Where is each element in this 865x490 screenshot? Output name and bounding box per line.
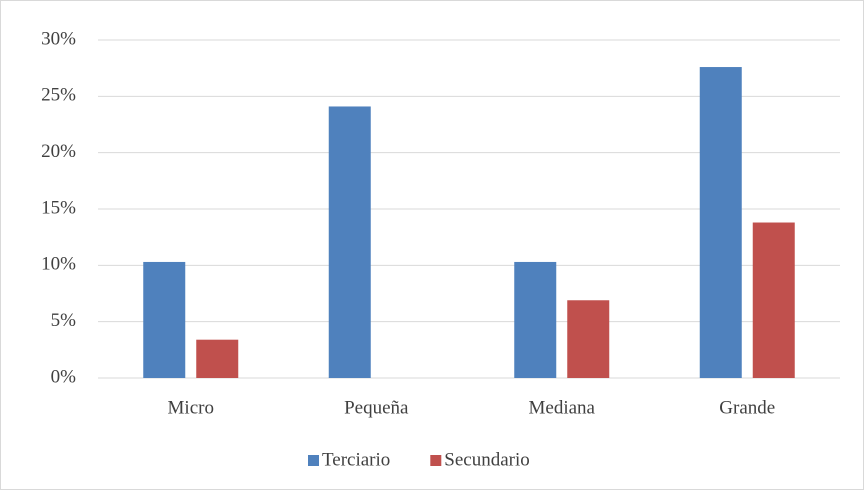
legend-swatch: [430, 455, 442, 466]
y-tick-label: 20%: [41, 141, 76, 162]
bar: [328, 106, 371, 379]
y-tick-label: 15%: [41, 197, 76, 218]
y-tick-label: 0%: [51, 366, 77, 387]
bar: [514, 261, 557, 378]
bar: [752, 222, 795, 378]
y-tick-label: 25%: [41, 85, 76, 106]
x-tick-label: Pequeña: [344, 397, 409, 418]
y-tick-label: 10%: [41, 254, 76, 275]
x-tick-label: Micro: [168, 397, 214, 418]
x-tick-label: Grande: [719, 397, 775, 418]
x-tick-label: Mediana: [529, 397, 596, 418]
legend-label: Secundario: [444, 449, 529, 470]
bar: [143, 261, 186, 378]
legend-label: Terciario: [322, 449, 390, 470]
bar: [699, 67, 742, 378]
bar: [567, 300, 610, 378]
legend-swatch: [308, 455, 319, 466]
bar: [196, 339, 239, 378]
y-tick-label: 30%: [41, 28, 76, 49]
y-tick-label: 5%: [51, 310, 77, 331]
